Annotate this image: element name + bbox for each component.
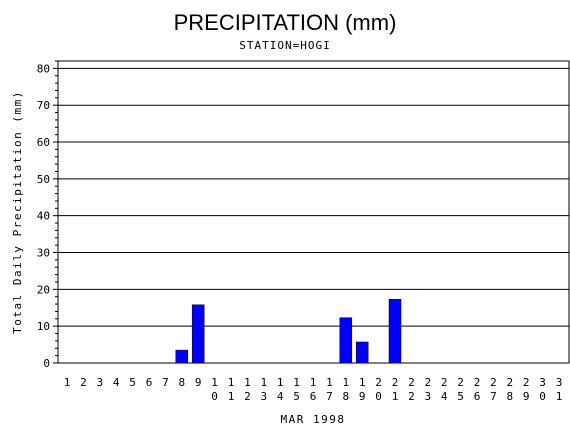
bars — [175, 299, 402, 364]
x-tick-label: 2 — [80, 376, 87, 389]
bar-day-9 — [191, 304, 205, 364]
y-tick-label: 40 — [37, 210, 50, 223]
y-tick-label: 60 — [37, 136, 50, 149]
bar-day-19 — [355, 341, 369, 364]
y-axis-ticks: 0 10 20 30 40 50 60 70 80 — [37, 60, 58, 370]
plot-area — [57, 60, 570, 364]
chart-subtitle: STATION=HOGI — [239, 39, 330, 52]
x-axis-ticks: 1 2 3 4 5 6 7 8 9 1 01 11 21 31 41 51 61 71 81 92 02 12 22 32 42… — [64, 376, 563, 403]
y-tick-label: 10 — [37, 320, 50, 333]
bar-day-21 — [388, 299, 402, 364]
y-tick-label: 80 — [37, 62, 50, 75]
chart-title: PRECIPITATION (mm) — [174, 10, 397, 35]
x-tick-label: 3 — [96, 376, 103, 389]
bar-day-8 — [175, 349, 189, 364]
y-tick-label: 0 — [43, 357, 50, 370]
y-tick-label: 70 — [37, 99, 50, 112]
x-tick-label: 6 — [146, 376, 153, 389]
y-tick-label: 20 — [37, 283, 50, 296]
x-tick-label: 9 — [195, 376, 202, 389]
gridlines — [58, 67, 569, 327]
x-tick-label: 1 — [64, 376, 71, 389]
x-tick-label: 7 — [162, 376, 169, 389]
x-tick-label: 4 — [113, 376, 120, 389]
y-tick-label: 50 — [37, 173, 50, 186]
y-tick-label: 30 — [37, 247, 50, 260]
y-axis-label: Total Daily Precipitation (mm) — [11, 90, 24, 334]
x-axis-label: MAR 1998 — [281, 413, 346, 426]
x-tick-label: 8 — [178, 376, 185, 389]
bar-day-18 — [339, 317, 353, 364]
x-tick-label: 5 — [129, 376, 136, 389]
